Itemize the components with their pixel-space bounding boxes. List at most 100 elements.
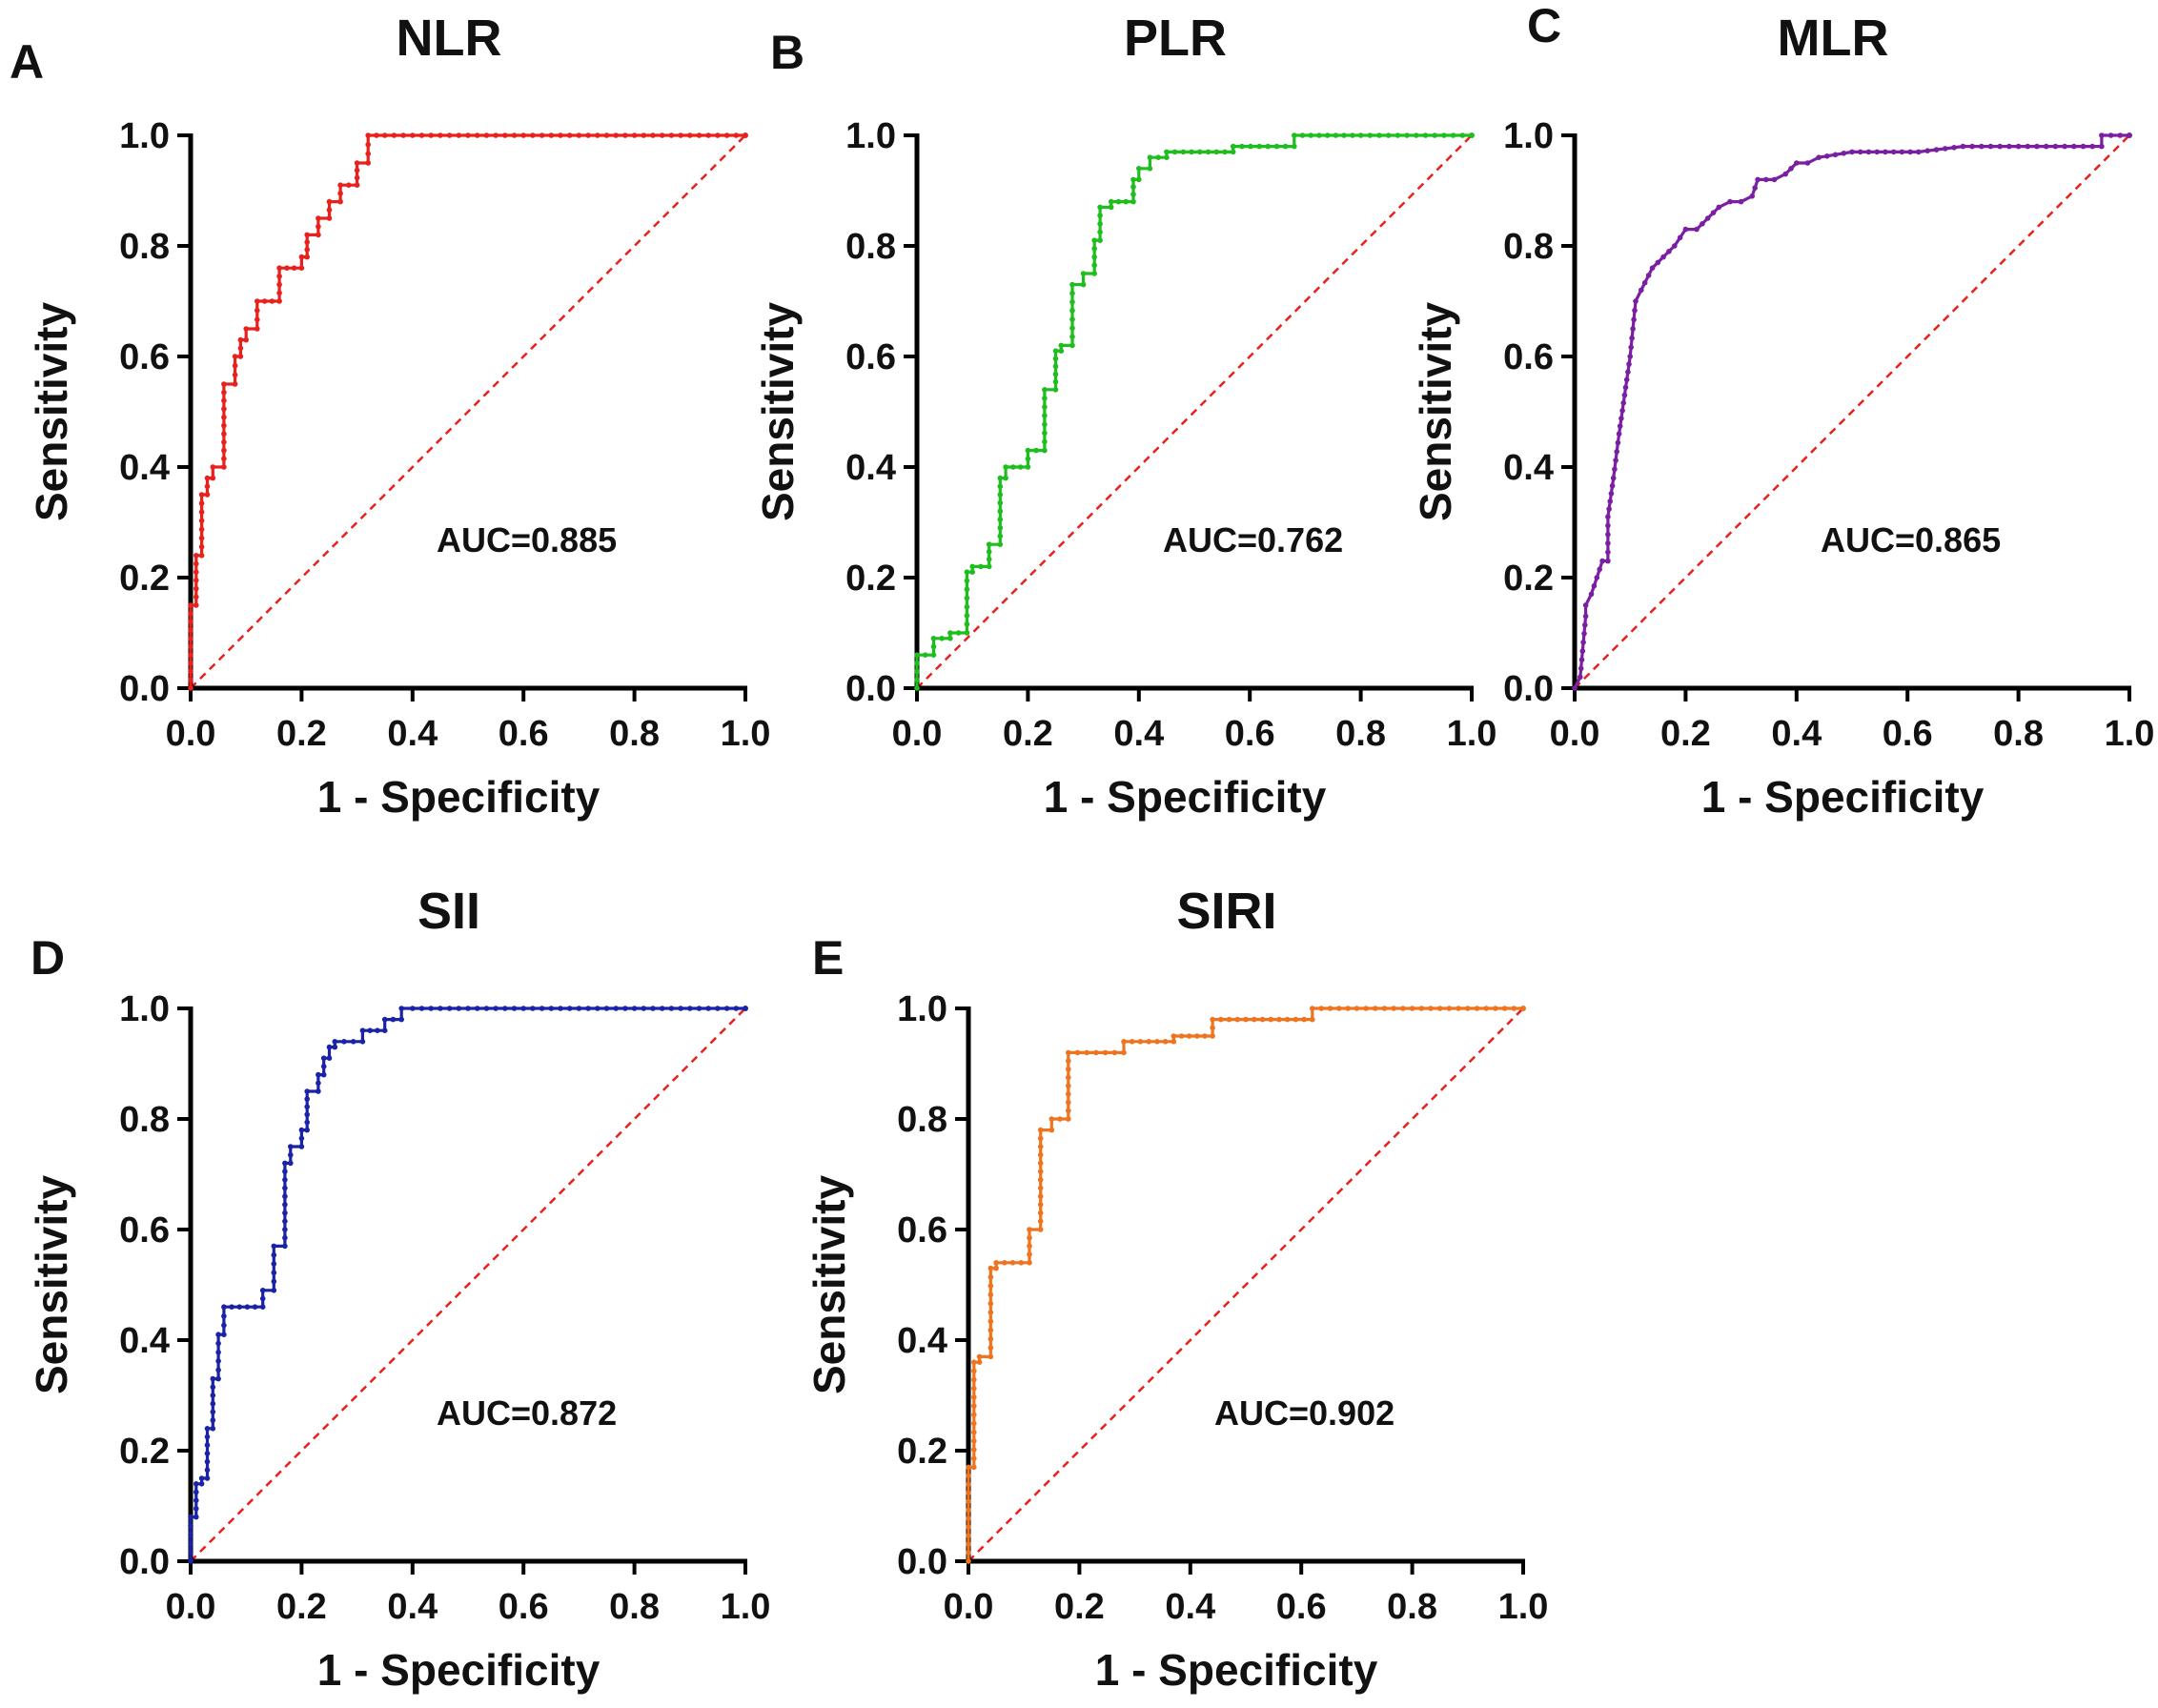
roc-point [997,499,1004,506]
roc-point [930,643,937,650]
roc-point [1614,449,1619,455]
roc-point [1042,447,1048,454]
roc-point [585,1006,591,1011]
roc-point [204,1426,211,1432]
roc-point [237,354,244,359]
roc-point [332,1039,338,1045]
roc-point [930,636,937,641]
roc-point [1631,316,1637,323]
roc-point [1243,1016,1249,1023]
x-tick-label: 0.2 [1003,714,1053,754]
roc-point [390,1016,397,1023]
roc-point [1136,176,1142,183]
roc-point [1336,1006,1342,1011]
roc-point [1629,335,1635,341]
chart-title: PLR [1124,10,1227,67]
roc-point [1037,1193,1044,1199]
roc-point [1042,387,1048,393]
roc-point [320,1071,327,1078]
roc-point [966,1558,971,1564]
x-tick-label: 0.8 [1993,714,2044,754]
roc-point [465,132,471,138]
roc-point [204,1475,211,1481]
roc-point [1213,149,1220,155]
roc-point [1308,132,1313,138]
roc-point [997,533,1004,539]
roc-point [1162,1039,1169,1045]
roc-point [1052,356,1059,362]
roc-point [1617,423,1623,429]
panel-letter: E [812,931,844,985]
roc-point [259,1304,266,1310]
roc-point [1578,657,1585,662]
roc-point [1816,154,1822,160]
roc-point [210,464,216,470]
y-tick-label: 0.0 [897,1542,947,1582]
roc-point [1363,1006,1369,1011]
roc-point [1752,185,1758,191]
roc-point [1154,1039,1160,1045]
roc-point [271,1288,277,1293]
roc-point [398,1006,405,1011]
roc-point [1578,674,1583,681]
x-tick-label: 0.6 [499,1587,549,1627]
roc-point [650,1006,656,1011]
roc-point [204,1451,211,1456]
roc-point [1066,1058,1071,1064]
roc-point [641,1006,647,1011]
roc-point [1052,387,1059,393]
roc-point [198,509,205,515]
roc-point [410,132,416,138]
roc-point [1027,1227,1032,1232]
roc-point [964,578,970,584]
roc-point [964,630,970,636]
roc-point [493,1006,499,1011]
x-tick-label: 0.0 [944,1587,994,1627]
roc-point [1205,149,1211,155]
roc-point [733,132,740,138]
chart-panel-a: A NLR 0.0 0.2 0.4 0.6 0.8 1.0 0.0 0.2 0.4 0.6 0.8 1.0… [10,10,770,822]
roc-point [1202,1033,1208,1039]
roc-point [456,132,462,138]
roc-point [2071,143,2077,150]
roc-point [914,685,920,691]
roc-point [1345,1006,1351,1011]
roc-point [438,132,443,138]
roc-point [193,1481,199,1487]
roc-point [1474,1006,1480,1011]
roc-point [2107,132,2114,138]
roc-point [232,372,238,378]
roc-point [304,1088,311,1094]
roc-point [381,1027,388,1033]
roc-point [1210,1025,1215,1031]
roc-point [1318,1006,1324,1011]
x-axis-title: 1 - Specificity [1044,772,1327,822]
roc-point [1763,176,1769,183]
roc-point [221,447,227,454]
roc-point [966,1473,971,1479]
roc-point [204,1434,211,1440]
roc-point [1115,198,1122,205]
roc-point [1074,1049,1081,1056]
roc-point [1164,154,1170,160]
roc-point [987,1265,994,1271]
roc-point [229,1304,234,1310]
roc-point [987,1300,994,1307]
y-tick-label: 0.4 [845,448,896,488]
roc-point [288,1151,294,1158]
roc-point [1069,325,1075,332]
roc-point [997,475,1004,481]
roc-point [391,132,397,138]
roc-point [188,610,193,617]
roc-point [1230,143,1236,150]
roc-point [188,661,193,666]
roc-point [922,652,928,658]
roc-point [1066,1067,1071,1072]
x-tick-label: 0.4 [1165,1587,1215,1627]
x-axis-title: 1 - Specificity [317,772,601,822]
roc-point [511,1006,518,1011]
roc-point [987,1353,994,1360]
roc-point [367,1027,374,1033]
roc-point [520,132,526,138]
